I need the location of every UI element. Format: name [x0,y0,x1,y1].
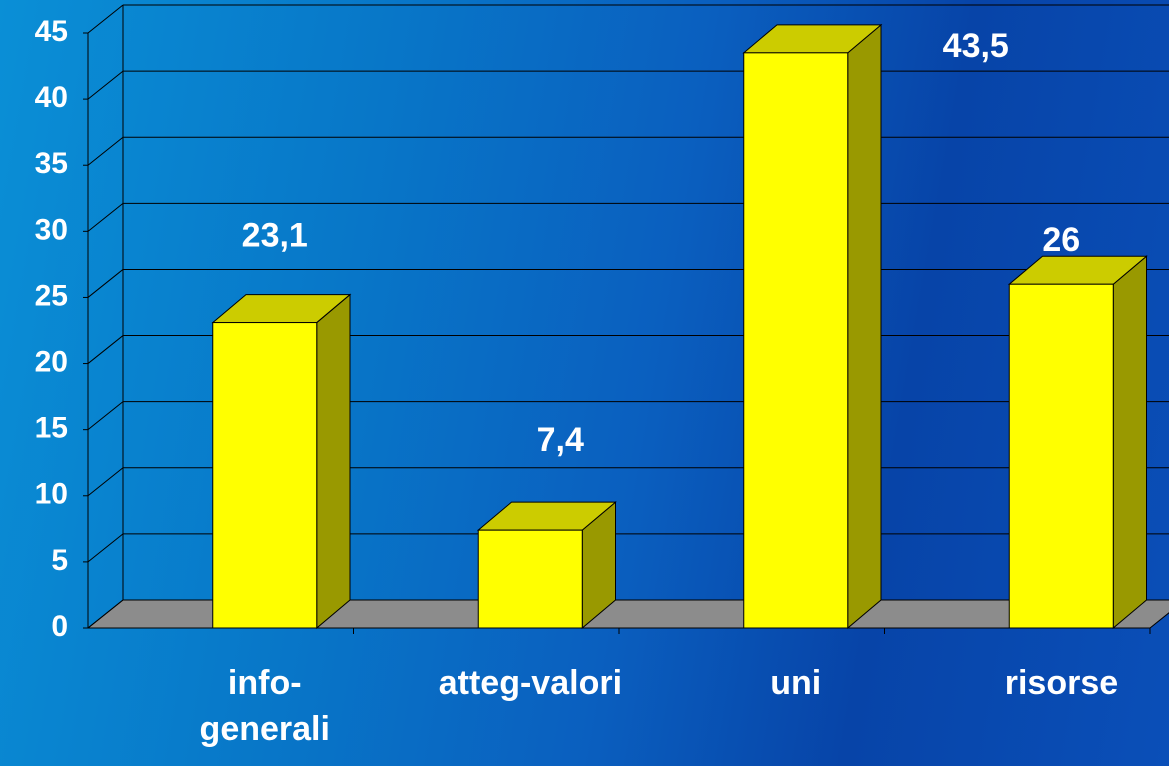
bar-side [316,293,351,630]
y-tick-label: 5 [51,544,68,577]
bar-side [1112,255,1147,630]
y-tick-label: 30 [35,213,68,246]
value-label: 23,1 [242,217,308,255]
y-tick-label: 35 [35,147,68,180]
depth-line [87,335,124,364]
bar-side [847,23,882,630]
y-tick-label: 0 [51,610,68,643]
depth-line [87,70,124,100]
depth-line [87,136,124,166]
x-tick-label: uni [770,664,822,702]
y-tick-label: 45 [35,15,68,48]
x-tick-label: risorse [1004,664,1119,702]
value-label: 43,5 [943,27,1009,65]
x-tick-label: info-generali [199,664,330,748]
y-tick-label: 15 [35,412,68,445]
value-label: 7,4 [537,421,584,459]
y-tick-label: 10 [35,478,68,511]
depth-line [87,269,124,298]
depth-line [87,533,124,563]
depth-line [87,599,124,629]
y-tick-label: 25 [35,279,68,312]
depth-line [87,202,124,232]
bar [477,529,583,629]
bar [1008,283,1114,629]
bar [212,322,318,629]
x-tick-label: atteg-valori [438,664,623,702]
depth-line [87,401,124,431]
depth-line [87,467,124,497]
y-tick-label: 40 [35,81,68,114]
depth-line [87,4,124,34]
value-label: 26 [1042,221,1080,259]
y-tick-label: 20 [35,345,68,378]
bar [743,52,849,629]
